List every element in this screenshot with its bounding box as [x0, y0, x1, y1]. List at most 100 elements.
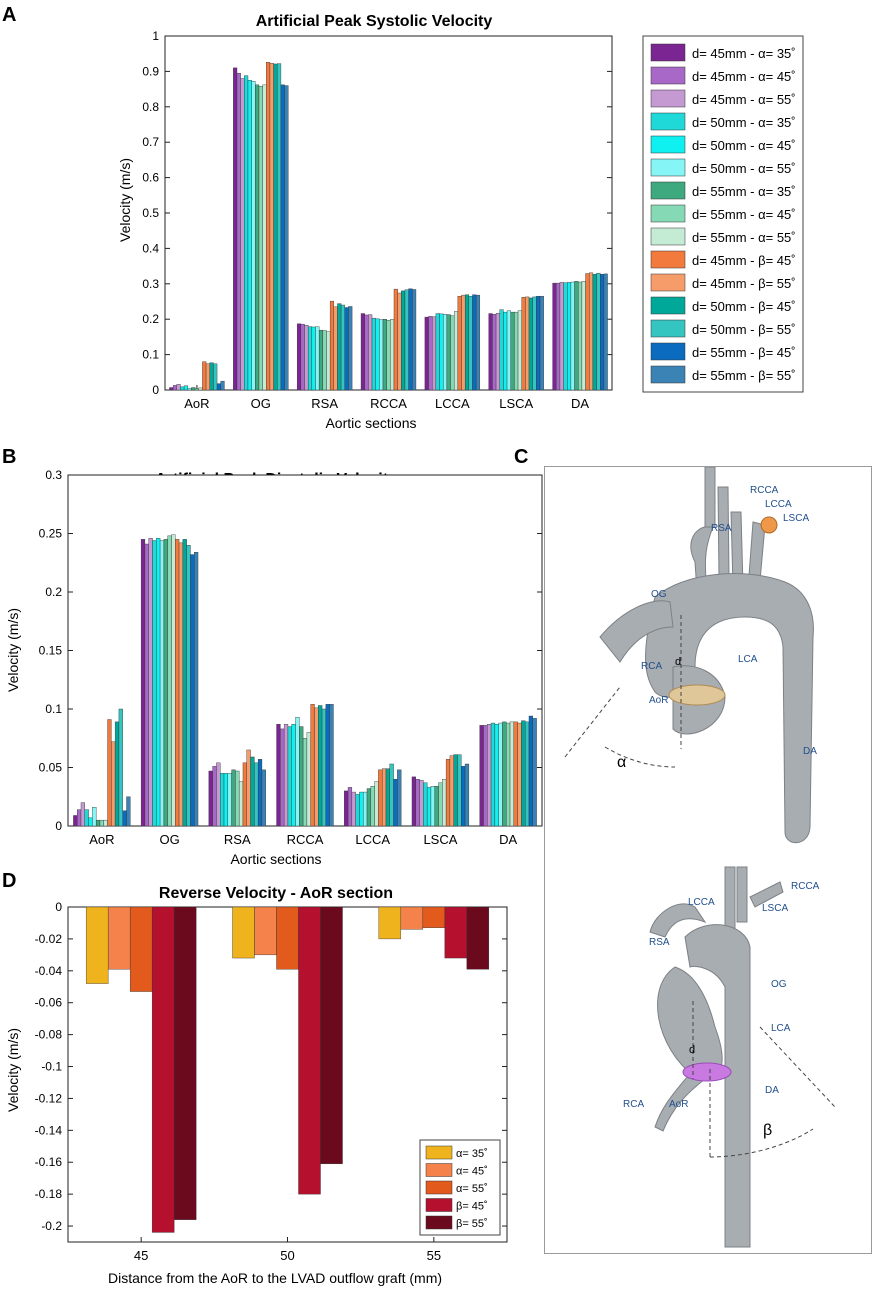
- bar: [254, 762, 259, 827]
- panel-label-a: A: [2, 4, 17, 26]
- bar: [187, 388, 192, 391]
- legend-swatch: [650, 296, 686, 315]
- chart-d-ylabel: Velocity (m/s): [5, 1028, 21, 1112]
- bar: [306, 732, 311, 827]
- chart-d-xlabel: Distance from the AoR to the LVAD outflo…: [108, 1270, 442, 1286]
- bar: [337, 303, 342, 391]
- x-tick-label: OG: [159, 832, 179, 847]
- legend-label: d= 50mm - β= 55˚: [692, 322, 796, 337]
- bar: [151, 906, 175, 1233]
- legend-swatch: [425, 1180, 453, 1195]
- y-tick-label: -0.18: [35, 1187, 63, 1201]
- bar: [257, 759, 263, 827]
- bar: [600, 274, 605, 391]
- chart-b-xlabel: Aortic sections: [230, 851, 321, 867]
- bar: [487, 724, 492, 827]
- bar: [277, 63, 282, 391]
- legend-swatch: [425, 1215, 453, 1230]
- bar: [581, 281, 586, 391]
- bar: [370, 786, 375, 827]
- anat-top-rcca: RCCA: [750, 485, 779, 496]
- bar: [186, 544, 191, 827]
- bar: [182, 539, 187, 827]
- bar: [495, 312, 500, 391]
- bar: [159, 540, 165, 827]
- bar: [475, 294, 481, 391]
- y-tick-label: 0.2: [45, 585, 62, 599]
- bar: [302, 738, 308, 827]
- y-tick-label: -0.16: [35, 1155, 63, 1169]
- chart-d-reverse: Reverse Velocity - AoR section Velocity …: [5, 885, 508, 1286]
- bar: [422, 906, 446, 928]
- bar: [220, 380, 225, 391]
- bar: [393, 288, 398, 391]
- bar: [457, 295, 462, 391]
- bar: [397, 292, 402, 391]
- x-tick-label: 55: [427, 1248, 441, 1263]
- bar: [444, 906, 468, 959]
- bar: [514, 311, 519, 391]
- anat-bottom-d: d: [689, 1044, 695, 1056]
- x-tick-label: LSCA: [499, 396, 533, 411]
- bar: [223, 773, 229, 827]
- bar: [333, 306, 338, 391]
- bar: [589, 272, 594, 391]
- bar: [419, 780, 424, 827]
- bar: [426, 787, 432, 827]
- bar: [126, 796, 131, 827]
- anat-top-rca: RCA: [641, 661, 662, 672]
- legend-label: β= 55˚: [456, 1218, 488, 1230]
- aor-plane-bottom: [682, 1062, 732, 1082]
- bar: [326, 331, 331, 391]
- bar: [254, 906, 277, 956]
- legend-swatch: [650, 273, 686, 292]
- bar: [231, 769, 236, 827]
- bar: [205, 363, 210, 391]
- x-tick-label: LCCA: [435, 396, 470, 411]
- bar: [585, 273, 590, 391]
- bar: [84, 809, 89, 827]
- bar: [291, 724, 296, 827]
- bar: [103, 819, 108, 827]
- bar: [140, 539, 146, 827]
- bar: [85, 906, 109, 984]
- bar: [175, 539, 180, 827]
- bar: [92, 807, 97, 827]
- bar: [284, 85, 289, 391]
- bar: [114, 721, 120, 827]
- bar: [295, 716, 300, 827]
- bar: [235, 770, 240, 827]
- anat-top-alpha: α: [617, 754, 626, 771]
- legend-swatch: [425, 1145, 453, 1160]
- bar: [446, 314, 451, 391]
- chart-a-xlabel: Aortic sections: [325, 415, 416, 431]
- bar: [180, 386, 185, 391]
- bar: [347, 787, 353, 827]
- bar: [209, 362, 214, 391]
- panel-label-b: B: [2, 446, 17, 468]
- bar: [375, 318, 380, 391]
- bar: [258, 86, 263, 391]
- y-tick-label: -0.14: [35, 1123, 63, 1137]
- bar: [287, 726, 292, 827]
- lsca-cap: [760, 516, 778, 534]
- legend-label: d= 55mm - α= 45˚: [692, 207, 796, 222]
- bar: [191, 387, 196, 391]
- bar: [502, 721, 507, 827]
- bar: [498, 722, 503, 827]
- bar: [509, 721, 515, 827]
- bar: [314, 707, 319, 827]
- bar: [198, 387, 203, 391]
- y-tick-label: 0.9: [142, 64, 159, 78]
- bar: [532, 296, 537, 391]
- aor-plane-top: [668, 684, 726, 706]
- anat-top-aor: AoR: [649, 695, 668, 706]
- bar: [227, 773, 232, 827]
- bar: [596, 272, 601, 391]
- legend-label: d= 55mm - β= 55˚: [692, 368, 796, 383]
- bar: [144, 543, 149, 827]
- x-tick-label: 50: [280, 1248, 294, 1263]
- bar: [348, 306, 353, 391]
- bar: [503, 311, 508, 391]
- bar: [163, 539, 168, 827]
